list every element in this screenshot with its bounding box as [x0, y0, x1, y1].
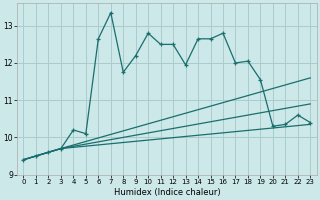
X-axis label: Humidex (Indice chaleur): Humidex (Indice chaleur) [114, 188, 220, 197]
